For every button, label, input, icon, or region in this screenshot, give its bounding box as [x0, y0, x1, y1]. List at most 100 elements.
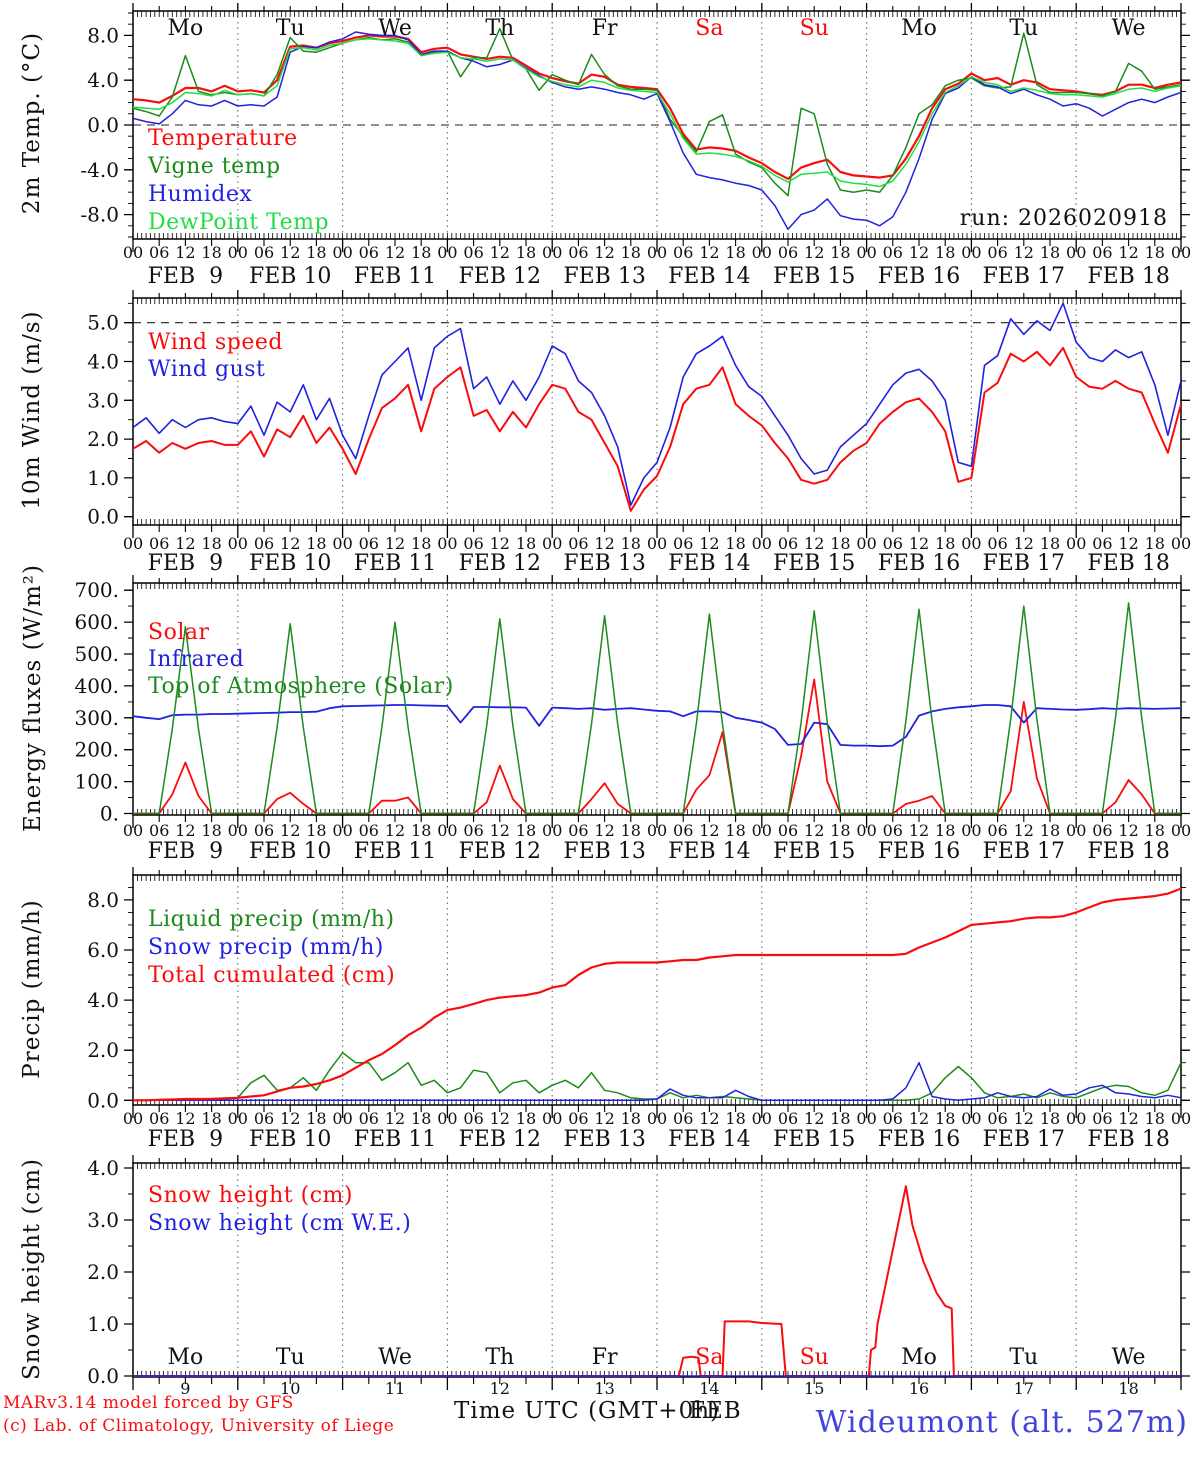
hour-label: 18 — [621, 821, 641, 840]
time-axis-title: Time UTC (GMT+0h) — [454, 1398, 720, 1424]
hour-label: 18 — [1040, 1109, 1060, 1128]
hour-label: 12 — [175, 1109, 195, 1128]
hour-label: 06 — [359, 243, 379, 262]
hour-label: 06 — [883, 534, 903, 553]
day-number-label: 11 — [385, 1379, 405, 1398]
y-tick-label: 1.0 — [87, 466, 119, 490]
date-label: FEB 12 — [459, 264, 541, 289]
date-label: FEB 12 — [459, 551, 541, 576]
hour-label: 18 — [621, 534, 641, 553]
day-ticks — [132, 290, 1182, 538]
hour-label: 12 — [385, 534, 405, 553]
hour-label: 06 — [149, 1109, 169, 1128]
hour-label: 18 — [201, 1109, 221, 1128]
hour-label: 00 — [961, 1109, 981, 1128]
date-label: FEB 16 — [878, 839, 960, 864]
hour-label: 00 — [332, 821, 352, 840]
y-tick-label: 0.0 — [87, 1364, 119, 1388]
weekday-label-bottom: Sa — [695, 1345, 723, 1370]
date-label: FEB 11 — [354, 551, 436, 576]
hour-label: 18 — [830, 1109, 850, 1128]
day-number-label: 9 — [180, 1379, 190, 1398]
series-line-snow-precip-mm-h- — [133, 1061, 1181, 1102]
hour-label: 00 — [1066, 1109, 1086, 1128]
y-tick-label: 0.0 — [87, 113, 119, 137]
date-label: FEB 10 — [249, 264, 331, 289]
hour-label: 12 — [1118, 821, 1138, 840]
hour-label: 00 — [1066, 821, 1086, 840]
date-label: FEB 14 — [668, 1127, 750, 1152]
legend-total-cumulated: Total cumulated (cm) — [148, 963, 396, 988]
hour-label: 00 — [961, 534, 981, 553]
date-label: FEB 9 — [148, 264, 223, 289]
hour-label: 06 — [463, 821, 483, 840]
legend-vigne-temp: Vigne temp — [148, 154, 281, 179]
hour-label: 12 — [1014, 243, 1034, 262]
hour-tick-comb — [132, 298, 1182, 525]
hour-label: 12 — [490, 821, 510, 840]
hour-label: 06 — [883, 1109, 903, 1128]
hour-label: 00 — [1171, 821, 1191, 840]
hour-label: 00 — [1066, 243, 1086, 262]
date-label: FEB 18 — [1087, 839, 1169, 864]
legend-snow-height-we: Snow height (cm W.E.) — [148, 1211, 412, 1236]
hour-label: 06 — [778, 243, 798, 262]
hour-label: 12 — [280, 243, 300, 262]
hour-label: 00 — [332, 1109, 352, 1128]
hour-label: 12 — [594, 534, 614, 553]
weekday-label-bottom: Mo — [168, 1345, 204, 1370]
lab-credit-line: (c) Lab. of Climatology, University of L… — [3, 1416, 395, 1436]
hour-label: 00 — [856, 243, 876, 262]
hour-label: 06 — [463, 534, 483, 553]
y-tick-label: 8.0 — [87, 23, 119, 47]
hour-label: 00 — [752, 821, 772, 840]
y-tick-label: 4.0 — [87, 350, 119, 374]
weekday-label-bottom: Su — [800, 1345, 829, 1370]
series-line-top-of-atmosphere-solar- — [133, 602, 1181, 815]
day-ticks — [132, 1155, 1182, 1390]
day-number-label: 17 — [1014, 1379, 1034, 1398]
hour-label: 12 — [175, 821, 195, 840]
weekday-label-top: We — [1112, 16, 1146, 41]
hour-label: 18 — [1145, 821, 1165, 840]
hour-label: 12 — [280, 1109, 300, 1128]
weekday-label-bottom: Tu — [276, 1345, 305, 1370]
weekday-label-bottom: Th — [485, 1345, 514, 1370]
date-label: FEB 15 — [773, 551, 855, 576]
hour-label: 18 — [306, 534, 326, 553]
hour-label: 18 — [306, 821, 326, 840]
hour-label: 18 — [621, 1109, 641, 1128]
day-number-label: 16 — [909, 1379, 929, 1398]
day-number-label: 18 — [1118, 1379, 1138, 1398]
y-tick-label: 0. — [100, 802, 119, 826]
day-ticks — [132, 3, 1182, 252]
y-tick-label: 4.0 — [87, 68, 119, 92]
day-number-label: 12 — [490, 1379, 510, 1398]
hour-label: 06 — [463, 1109, 483, 1128]
hour-label: 06 — [1092, 1109, 1112, 1128]
six-hour-ticks — [158, 293, 1156, 532]
y-tick-label: 2.0 — [87, 427, 119, 451]
hour-label: 06 — [149, 243, 169, 262]
hour-label: 06 — [359, 534, 379, 553]
hour-label: 18 — [516, 534, 536, 553]
date-label: FEB 11 — [354, 1127, 436, 1152]
hour-label: 18 — [725, 243, 745, 262]
hour-label: 12 — [280, 534, 300, 553]
hour-label: 18 — [516, 1109, 536, 1128]
hour-label: 06 — [568, 1109, 588, 1128]
series-line-wind-gust — [133, 302, 1181, 506]
hour-label: 18 — [516, 243, 536, 262]
day-number-label: 15 — [804, 1379, 824, 1398]
hour-label: 18 — [411, 821, 431, 840]
hour-label: 12 — [594, 1109, 614, 1128]
hour-label: 00 — [542, 1109, 562, 1128]
y-tick-label: 200. — [74, 738, 119, 762]
legend-snow-height: Snow height (cm) — [148, 1183, 353, 1208]
weekday-label-top: Mo — [168, 16, 204, 41]
hour-label: 06 — [778, 1109, 798, 1128]
y-tick-label: 0.0 — [87, 1088, 119, 1112]
hour-label: 18 — [1145, 1109, 1165, 1128]
date-label: FEB 16 — [878, 1127, 960, 1152]
hour-label: 12 — [1014, 821, 1034, 840]
